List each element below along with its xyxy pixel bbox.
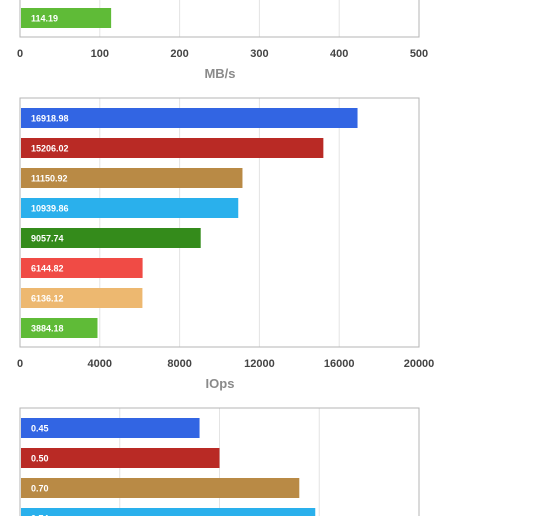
bar-label: 15206.02 <box>31 144 69 154</box>
bar-label: 0.50 <box>31 454 49 464</box>
chart-panel-1: 114.19 0 100 200 300 400 500 MB/s <box>17 0 428 81</box>
chart-panel-2: 16918.98 15206.02 11150.92 10939.86 9057.74 6… <box>17 97 435 391</box>
bar-label: 9057.74 <box>31 234 64 244</box>
bar <box>21 8 112 28</box>
bar <box>21 418 200 438</box>
plot-frame <box>19 0 420 38</box>
x-tick-label: 400 <box>330 48 348 60</box>
x-tick-label: 100 <box>91 48 109 60</box>
bar <box>21 478 300 498</box>
x-tick-label: 12000 <box>244 358 275 370</box>
bar-label: 16918.98 <box>31 114 69 124</box>
bar <box>21 288 143 308</box>
bar-label: 114.19 <box>31 14 58 24</box>
bar-label: 0.74 <box>31 514 49 516</box>
bar-label: 6136.12 <box>31 294 64 304</box>
x-tick-label: 500 <box>410 48 428 60</box>
bar <box>21 508 316 516</box>
x-tick-label: 16000 <box>324 358 355 370</box>
plot-frame <box>19 97 420 348</box>
x-tick-label: 300 <box>250 48 268 60</box>
bar-label: 6144.82 <box>31 264 64 274</box>
x-tick-label: 200 <box>170 48 188 60</box>
bar-label: 10939.86 <box>31 204 69 214</box>
bar-label: 0.45 <box>31 424 49 434</box>
bar <box>21 198 239 218</box>
x-tick-label: 20000 <box>404 358 435 370</box>
x-tick-label: 0 <box>17 48 23 60</box>
bar <box>21 138 324 158</box>
bar <box>21 448 220 468</box>
bar <box>21 318 98 338</box>
x-axis-title: MB/s <box>204 66 235 81</box>
x-axis-title: IOps <box>206 376 235 391</box>
bar <box>21 108 358 128</box>
bar <box>21 228 201 248</box>
plot-frame <box>19 407 420 516</box>
bar <box>21 258 143 278</box>
chart-panel-3: 0.45 0.50 0.70 0.74 <box>19 407 420 516</box>
bar-label: 3884.18 <box>31 324 64 334</box>
bar-label: 11150.92 <box>31 174 68 184</box>
x-tick-label: 4000 <box>88 358 112 370</box>
x-tick-label: 8000 <box>167 358 191 370</box>
bar-label: 0.70 <box>31 484 49 494</box>
x-tick-label: 0 <box>17 358 23 370</box>
bar <box>21 168 243 188</box>
